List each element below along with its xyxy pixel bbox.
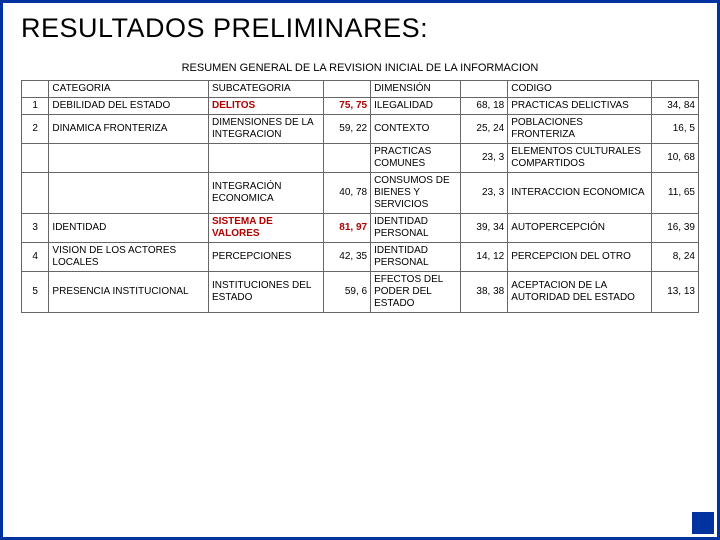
- cell-dimension: EFECTOS DEL PODER DEL ESTADO: [371, 272, 461, 313]
- cell-subcategoria: DELITOS: [209, 98, 324, 115]
- cell-value3: 13, 13: [651, 272, 698, 313]
- header-categoria: CATEGORIA: [49, 81, 209, 98]
- cell-index: [22, 144, 49, 173]
- cell-subcategoria: INSTITUCIONES DEL ESTADO: [209, 272, 324, 313]
- cell-value2: 38, 38: [460, 272, 507, 313]
- cell-value2: 23, 3: [460, 144, 507, 173]
- header-row: CATEGORIA SUBCATEGORIA DIMENSIÓN CODIGO: [22, 81, 699, 98]
- header-codigo: CODIGO: [508, 81, 651, 98]
- cell-value1: [323, 144, 370, 173]
- cell-value2: 14, 12: [460, 243, 507, 272]
- header-v1: [323, 81, 370, 98]
- cell-dimension: IDENTIDAD PERSONAL: [371, 243, 461, 272]
- table-row: PRACTICAS COMUNES23, 3ELEMENTOS CULTURAL…: [22, 144, 699, 173]
- cell-value3: 16, 39: [651, 214, 698, 243]
- slide-frame: RESULTADOS PRELIMINARES: RESUMEN GENERAL…: [0, 0, 720, 540]
- cell-dimension: IDENTIDAD PERSONAL: [371, 214, 461, 243]
- cell-dimension: CONSUMOS DE BIENES Y SERVICIOS: [371, 173, 461, 214]
- cell-value1: 42, 35: [323, 243, 370, 272]
- cell-categoria: DINAMICA FRONTERIZA: [49, 115, 209, 144]
- table-row: 3IDENTIDADSISTEMA DE VALORES81, 97IDENTI…: [22, 214, 699, 243]
- header-v2: [460, 81, 507, 98]
- header-blank: [22, 81, 49, 98]
- cell-codigo: INTERACCION ECONOMICA: [508, 173, 651, 214]
- header-subcategoria: SUBCATEGORIA: [209, 81, 324, 98]
- table-row: 1DEBILIDAD DEL ESTADODELITOS75, 75ILEGAL…: [22, 98, 699, 115]
- cell-dimension: PRACTICAS COMUNES: [371, 144, 461, 173]
- cell-value2: 25, 24: [460, 115, 507, 144]
- cell-index: 5: [22, 272, 49, 313]
- cell-codigo: AUTOPERCEPCIÓN: [508, 214, 651, 243]
- cell-categoria: VISION DE LOS ACTORES LOCALES: [49, 243, 209, 272]
- table-title: RESUMEN GENERAL DE LA REVISION INICIAL D…: [21, 62, 699, 74]
- slide-title: RESULTADOS PRELIMINARES:: [21, 13, 699, 44]
- header-dimension: DIMENSIÓN: [371, 81, 461, 98]
- cell-codigo: ELEMENTOS CULTURALES COMPARTIDOS: [508, 144, 651, 173]
- table-row: 4VISION DE LOS ACTORES LOCALESPERCEPCION…: [22, 243, 699, 272]
- cell-index: 2: [22, 115, 49, 144]
- cell-codigo: PERCEPCION DEL OTRO: [508, 243, 651, 272]
- cell-value1: 75, 75: [323, 98, 370, 115]
- corner-accent: [692, 512, 714, 534]
- cell-codigo: POBLACIONES FRONTERIZA: [508, 115, 651, 144]
- cell-categoria: DEBILIDAD DEL ESTADO: [49, 98, 209, 115]
- cell-value2: 39, 34: [460, 214, 507, 243]
- header-v3: [651, 81, 698, 98]
- cell-index: 4: [22, 243, 49, 272]
- cell-value1: 59, 6: [323, 272, 370, 313]
- cell-value2: 23, 3: [460, 173, 507, 214]
- table-row: 5PRESENCIA INSTITUCIONALINSTITUCIONES DE…: [22, 272, 699, 313]
- cell-index: [22, 173, 49, 214]
- cell-index: 3: [22, 214, 49, 243]
- cell-value1: 81, 97: [323, 214, 370, 243]
- cell-value3: 11, 65: [651, 173, 698, 214]
- cell-index: 1: [22, 98, 49, 115]
- cell-codigo: PRACTICAS DELICTIVAS: [508, 98, 651, 115]
- cell-categoria: [49, 173, 209, 214]
- cell-dimension: ILEGALIDAD: [371, 98, 461, 115]
- cell-codigo: ACEPTACION DE LA AUTORIDAD DEL ESTADO: [508, 272, 651, 313]
- table-row: INTEGRACIÓN ECONOMICA40, 78CONSUMOS DE B…: [22, 173, 699, 214]
- cell-subcategoria: INTEGRACIÓN ECONOMICA: [209, 173, 324, 214]
- data-table: CATEGORIA SUBCATEGORIA DIMENSIÓN CODIGO …: [21, 80, 699, 313]
- cell-value1: 40, 78: [323, 173, 370, 214]
- cell-subcategoria: SISTEMA DE VALORES: [209, 214, 324, 243]
- cell-categoria: PRESENCIA INSTITUCIONAL: [49, 272, 209, 313]
- cell-subcategoria: DIMENSIONES DE LA INTEGRACION: [209, 115, 324, 144]
- cell-value3: 16, 5: [651, 115, 698, 144]
- cell-value3: 8, 24: [651, 243, 698, 272]
- cell-categoria: [49, 144, 209, 173]
- cell-subcategoria: PERCEPCIONES: [209, 243, 324, 272]
- cell-dimension: CONTEXTO: [371, 115, 461, 144]
- cell-value2: 68, 18: [460, 98, 507, 115]
- cell-categoria: IDENTIDAD: [49, 214, 209, 243]
- cell-value3: 10, 68: [651, 144, 698, 173]
- cell-value3: 34, 84: [651, 98, 698, 115]
- table-row: 2DINAMICA FRONTERIZADIMENSIONES DE LA IN…: [22, 115, 699, 144]
- cell-subcategoria: [209, 144, 324, 173]
- cell-value1: 59, 22: [323, 115, 370, 144]
